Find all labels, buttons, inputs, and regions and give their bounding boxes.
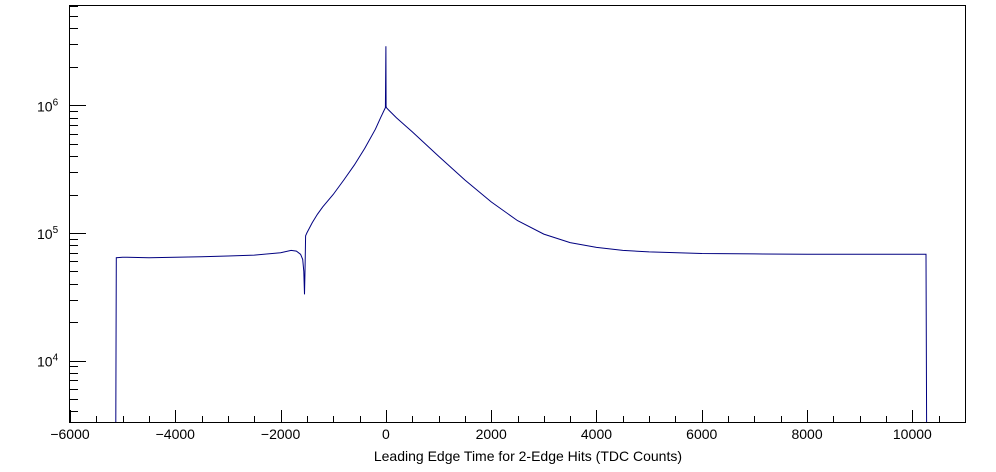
y-axis-tick-labels: 104 105 106	[37, 97, 59, 369]
x-tick-label: 4000	[581, 426, 612, 442]
y-axis-ticks	[70, 6, 86, 412]
x-tick-label: 0	[382, 426, 390, 442]
x-tick-label: 8000	[791, 426, 822, 442]
series-line	[115, 46, 928, 423]
x-axis-tick-labels: −6000 −4000 −2000 0 2000 4000 6000 8000 10000	[50, 426, 932, 442]
x-tick-label: 10000	[893, 426, 932, 442]
plot-frame	[69, 5, 966, 423]
x-tick-label: −4000	[156, 426, 196, 442]
y-tick-label: 104	[37, 353, 59, 370]
x-axis-ticks	[70, 410, 966, 422]
x-tick-label: 6000	[686, 426, 717, 442]
y-tick-label: 105	[37, 225, 59, 242]
y-tick-label: 106	[37, 97, 59, 114]
x-axis-label: Leading Edge Time for 2-Edge Hits (TDC C…	[374, 448, 682, 464]
x-tick-label: 2000	[476, 426, 507, 442]
x-tick-label: −2000	[261, 426, 301, 442]
x-tick-label: −6000	[50, 426, 90, 442]
